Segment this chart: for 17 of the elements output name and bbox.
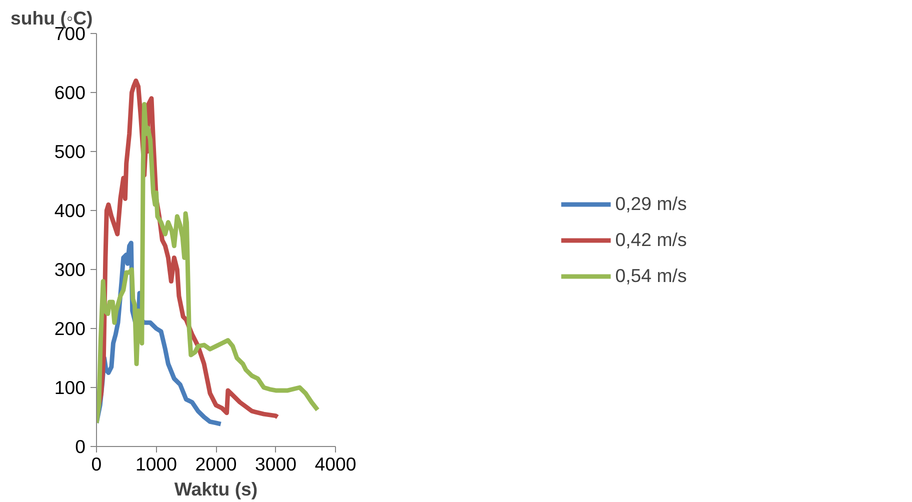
y-tick-label: 0 (75, 436, 86, 457)
y-tick-label: 500 (54, 141, 86, 162)
y-tick-label: 400 (54, 200, 86, 221)
y-tick-label: 300 (54, 259, 86, 280)
y-tick-label: 200 (54, 318, 86, 339)
y-tick-label: 100 (54, 377, 86, 398)
x-tick-label: 3000 (255, 454, 297, 474)
x-tick-label: 4000 (314, 454, 356, 474)
legend-label: 0,29 m/s (615, 192, 687, 214)
x-axis-title: Waktu (s) (174, 478, 258, 500)
y-tick-label: 600 (54, 82, 86, 103)
x-tick-label: 2000 (195, 454, 237, 474)
x-tick-label: 1000 (136, 454, 178, 474)
line-series (96, 102, 320, 426)
x-tick-label: 0 (91, 454, 102, 474)
legend-label: 0,54 m/s (615, 264, 687, 286)
legend-label: 0,42 m/s (615, 228, 687, 250)
